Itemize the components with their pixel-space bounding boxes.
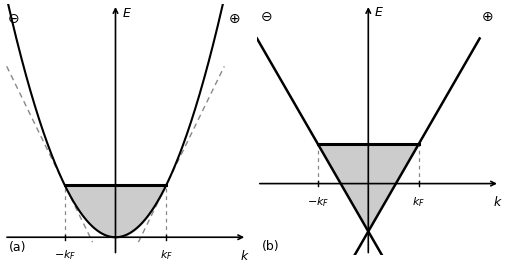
- Text: $E$: $E$: [374, 6, 384, 19]
- Text: (a): (a): [9, 241, 27, 254]
- Text: $k_F$: $k_F$: [160, 249, 172, 262]
- Text: $-k_F$: $-k_F$: [307, 195, 329, 209]
- Text: $\ominus$: $\ominus$: [260, 10, 272, 24]
- Text: $\ominus$: $\ominus$: [7, 12, 19, 26]
- Text: $\oplus$: $\oplus$: [481, 10, 493, 24]
- Text: $k_F$: $k_F$: [412, 195, 425, 209]
- Text: $k$: $k$: [492, 195, 502, 209]
- Text: $k$: $k$: [240, 249, 249, 263]
- Text: $E$: $E$: [122, 7, 131, 20]
- Text: $-k_F$: $-k_F$: [54, 249, 76, 262]
- Text: (b): (b): [262, 240, 280, 253]
- Text: $\oplus$: $\oplus$: [228, 12, 241, 26]
- Polygon shape: [318, 144, 419, 232]
